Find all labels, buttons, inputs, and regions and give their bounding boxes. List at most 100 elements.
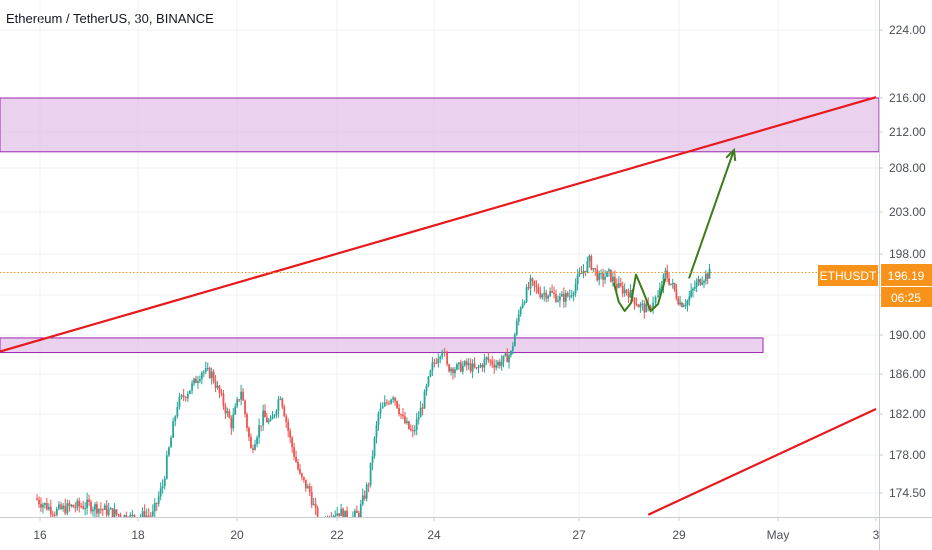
- candle: [621, 281, 624, 298]
- candle: [673, 282, 676, 292]
- y-tick-label: 216.00: [889, 91, 926, 105]
- candle: [264, 404, 266, 418]
- trendline[interactable]: [0, 96, 877, 353]
- candle: [692, 287, 694, 298]
- candle: [88, 494, 90, 507]
- candle: [588, 254, 591, 268]
- candle: [297, 458, 299, 471]
- trendline[interactable]: [647, 408, 877, 516]
- candle: [409, 424, 412, 432]
- candle: [555, 289, 557, 303]
- x-tick-label: 29: [672, 528, 686, 542]
- candle: [639, 302, 642, 313]
- candle: [511, 341, 514, 355]
- candle: [493, 359, 496, 374]
- candle: [244, 399, 246, 418]
- candle: [390, 398, 392, 405]
- candle: [230, 415, 233, 435]
- candle: [643, 300, 646, 319]
- candle: [547, 294, 550, 302]
- candle: [308, 482, 311, 497]
- candle: [396, 400, 398, 410]
- candle: [277, 395, 280, 418]
- candle: [527, 281, 530, 291]
- candle: [477, 364, 480, 374]
- candle: [495, 359, 498, 371]
- candle: [70, 504, 73, 508]
- candle: [431, 356, 434, 376]
- candle: [485, 356, 488, 366]
- candle: [586, 256, 589, 274]
- candle: [299, 463, 301, 475]
- candle: [606, 271, 608, 278]
- candle: [90, 499, 92, 514]
- svg-text:ETHUSDT: ETHUSDT: [820, 269, 877, 283]
- candle: [197, 376, 199, 390]
- candle: [504, 352, 507, 357]
- chart-title: Ethereum / TetherUS, 30, BINANCE: [6, 11, 214, 26]
- candle: [413, 425, 416, 436]
- candle: [465, 358, 468, 371]
- candle: [439, 355, 442, 364]
- candle: [44, 502, 46, 509]
- candle: [285, 414, 288, 429]
- candle: [165, 450, 168, 480]
- resistance-zone[interactable]: [0, 97, 880, 153]
- candle: [361, 488, 364, 506]
- candle: [446, 350, 449, 367]
- x-tick-label: 18: [131, 528, 145, 542]
- candle: [425, 383, 428, 396]
- candle: [258, 418, 260, 444]
- candle: [433, 358, 436, 368]
- projection-arrow[interactable]: [688, 149, 735, 279]
- candle: [513, 332, 516, 347]
- candle: [429, 369, 432, 378]
- candle: [107, 502, 110, 517]
- candle: [66, 499, 69, 516]
- candle: [293, 442, 295, 461]
- candle: [312, 498, 315, 506]
- candle: [578, 267, 581, 277]
- candle: [500, 355, 503, 371]
- candle: [708, 263, 711, 279]
- candle: [238, 398, 241, 403]
- candle: [421, 403, 424, 416]
- candle: [216, 380, 219, 390]
- x-tick-label: 16: [33, 528, 47, 542]
- svg-text:196.19: 196.19: [888, 269, 925, 283]
- candle: [704, 270, 707, 285]
- candle: [176, 401, 179, 419]
- candle: [519, 306, 522, 317]
- candle: [260, 425, 263, 432]
- candle: [117, 513, 120, 518]
- candle: [287, 418, 290, 438]
- candle: [373, 436, 376, 459]
- candle: [168, 446, 170, 457]
- candle: [419, 400, 422, 418]
- candle: [497, 360, 499, 369]
- candle: [269, 414, 272, 422]
- candle: [633, 297, 636, 310]
- candle: [265, 412, 268, 423]
- candle: [471, 359, 474, 379]
- candle: [383, 395, 386, 408]
- candle: [596, 264, 599, 282]
- candle: [76, 498, 79, 511]
- candle: [86, 492, 88, 515]
- candle: [163, 475, 166, 490]
- candle: [625, 289, 628, 296]
- candle: [388, 400, 390, 406]
- candle: [467, 357, 470, 370]
- candle: [80, 502, 83, 509]
- svg-text:06:25: 06:25: [891, 291, 921, 305]
- time-axis[interactable]: [0, 517, 932, 550]
- pattern-curve[interactable]: [612, 273, 667, 312]
- candle: [645, 300, 648, 313]
- candle: [301, 472, 303, 481]
- y-tick-label: 203.00: [889, 205, 926, 219]
- candle: [398, 403, 400, 417]
- candle: [394, 396, 397, 406]
- support-zone[interactable]: [0, 337, 764, 354]
- candle: [533, 280, 536, 292]
